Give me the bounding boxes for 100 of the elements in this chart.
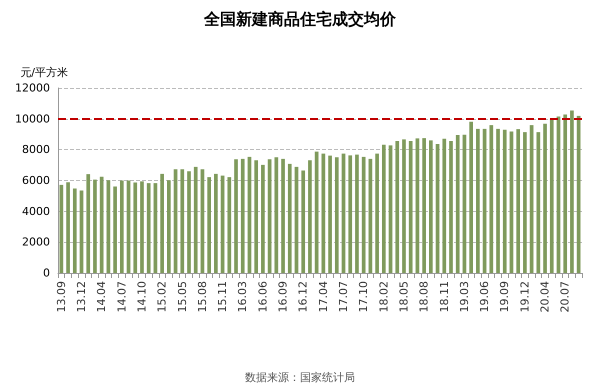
bar (72, 188, 77, 273)
bar (442, 138, 446, 273)
bar (362, 156, 366, 273)
x-tick-label: 13.12 (75, 281, 88, 312)
bar (174, 169, 178, 273)
bar (543, 124, 547, 273)
bar (80, 190, 84, 273)
bar (301, 170, 306, 273)
bar (368, 158, 372, 273)
bar (146, 183, 151, 273)
source-note: 数据来源：国家统计局 (245, 371, 355, 384)
bar (570, 110, 574, 273)
x-tick-label: 14.04 (95, 281, 108, 312)
bar (382, 144, 386, 273)
y-tick-label: 8000 (22, 143, 50, 156)
x-tick-label: 18.08 (418, 281, 431, 312)
bar (254, 160, 258, 273)
x-tick-label: 17.07 (337, 281, 350, 312)
bar (462, 134, 466, 273)
bar (268, 159, 272, 273)
bar (214, 174, 218, 273)
bar (348, 155, 352, 273)
bar (429, 140, 433, 273)
bar (576, 116, 580, 273)
bar (207, 177, 211, 273)
bar (322, 154, 326, 273)
bar (563, 114, 568, 273)
bar (160, 174, 164, 273)
bar (120, 180, 124, 273)
bar (93, 180, 97, 273)
bar (100, 176, 104, 273)
bar (496, 128, 500, 273)
bar (516, 129, 520, 273)
bar (200, 169, 204, 273)
bar (550, 118, 554, 273)
bar (281, 158, 285, 273)
x-tick-label: 15.02 (156, 281, 169, 312)
bar (220, 176, 224, 273)
bar (274, 157, 278, 273)
x-tick-label: 16.12 (296, 281, 310, 312)
bar (476, 128, 480, 273)
bar (556, 116, 560, 273)
chart-title: 全国新建商品住宅成交均价 (203, 10, 397, 28)
x-tick-label: 15.08 (196, 281, 209, 312)
bar (294, 166, 298, 273)
bar (180, 169, 184, 273)
bar (154, 183, 158, 273)
y-tick-label: 0 (43, 266, 50, 280)
bar (167, 180, 171, 273)
bar (113, 186, 117, 273)
bar (469, 122, 473, 273)
bar (355, 154, 359, 273)
y-tick-label: 2000 (22, 236, 50, 249)
bar (60, 184, 64, 273)
bar (314, 152, 318, 273)
bar (510, 131, 514, 273)
y-tick-label: 10000 (15, 112, 50, 126)
bar (261, 164, 265, 273)
bar (328, 156, 332, 273)
y-axis-title: 元/平方米 (20, 66, 68, 79)
x-tick-label: 15.11 (216, 281, 230, 312)
bar (248, 156, 252, 273)
x-tick-label: 14.10 (135, 281, 148, 312)
x-tick-label: 19.09 (498, 281, 512, 312)
x-tick-label: 14.07 (115, 281, 128, 312)
bar (187, 171, 191, 273)
y-tick-label: 6000 (22, 174, 50, 187)
bar (436, 144, 440, 273)
bar (288, 164, 292, 273)
bar (86, 174, 90, 273)
x-tick-label: 16.09 (276, 281, 290, 312)
bar (234, 159, 238, 273)
x-tick-label: 17.10 (357, 281, 370, 312)
bar (375, 154, 379, 273)
bar (395, 141, 400, 273)
bar (523, 132, 527, 273)
bar (536, 132, 540, 273)
bar (449, 141, 453, 273)
bar (422, 138, 426, 273)
x-tick-label: 16.06 (256, 281, 270, 312)
bar (106, 180, 110, 273)
bar (530, 125, 534, 273)
y-tick-label: 12000 (15, 82, 50, 94)
bar (308, 160, 312, 273)
bar (227, 177, 232, 273)
x-tick-label: 19.03 (458, 281, 471, 312)
bar (66, 182, 70, 273)
bar (140, 181, 144, 273)
bar (126, 180, 130, 273)
bar (240, 158, 245, 273)
bar (194, 166, 198, 273)
x-tick-label: 20.07 (558, 281, 572, 312)
x-tick-label: 19.12 (518, 281, 532, 312)
x-tick-label: 20.04 (538, 281, 552, 312)
bar (388, 145, 392, 273)
x-tick-label: 16.03 (236, 281, 250, 312)
x-tick-label: 19.06 (478, 281, 492, 312)
bar (456, 135, 460, 273)
bar (342, 154, 346, 273)
x-tick-label: 15.05 (176, 281, 189, 312)
